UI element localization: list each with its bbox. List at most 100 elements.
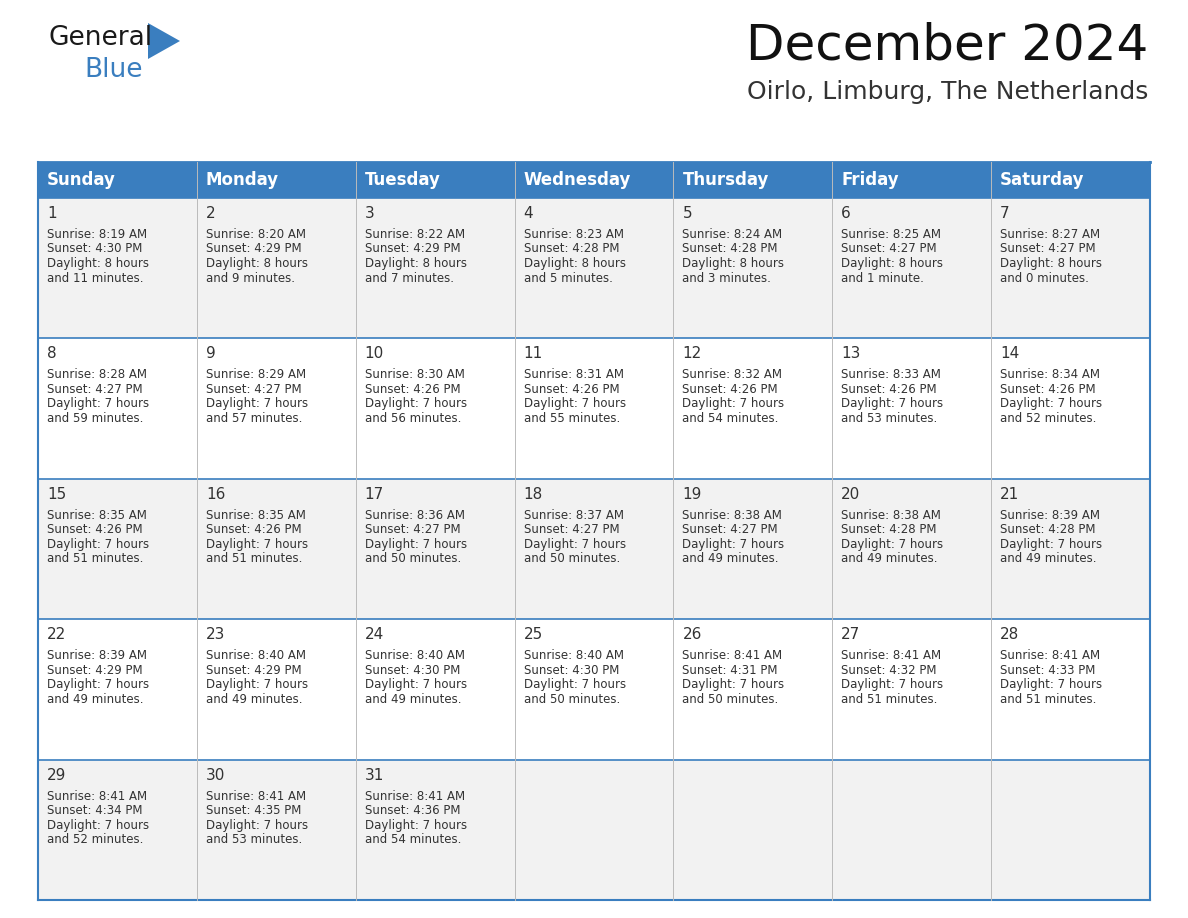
Text: 5: 5 bbox=[682, 206, 693, 221]
Text: and 50 minutes.: and 50 minutes. bbox=[365, 553, 461, 565]
Bar bbox=[355, 198, 514, 339]
Text: and 59 minutes.: and 59 minutes. bbox=[48, 412, 144, 425]
Bar bbox=[38, 620, 197, 759]
Text: 28: 28 bbox=[1000, 627, 1019, 643]
Text: Sunrise: 8:23 AM: Sunrise: 8:23 AM bbox=[524, 228, 624, 241]
Text: Sunrise: 8:25 AM: Sunrise: 8:25 AM bbox=[841, 228, 941, 241]
Text: Sunrise: 8:33 AM: Sunrise: 8:33 AM bbox=[841, 368, 941, 381]
Text: 13: 13 bbox=[841, 346, 860, 362]
Text: Daylight: 7 hours: Daylight: 7 hours bbox=[365, 397, 467, 410]
Bar bbox=[197, 479, 355, 620]
Text: Sunset: 4:28 PM: Sunset: 4:28 PM bbox=[841, 523, 937, 536]
Text: Daylight: 7 hours: Daylight: 7 hours bbox=[524, 538, 626, 551]
Text: Sunrise: 8:32 AM: Sunrise: 8:32 AM bbox=[682, 368, 783, 381]
Text: December 2024: December 2024 bbox=[746, 22, 1148, 70]
Text: 25: 25 bbox=[524, 627, 543, 643]
Bar bbox=[674, 479, 833, 620]
Text: and 49 minutes.: and 49 minutes. bbox=[1000, 553, 1097, 565]
Text: Sunset: 4:29 PM: Sunset: 4:29 PM bbox=[48, 664, 143, 677]
Text: and 49 minutes.: and 49 minutes. bbox=[682, 553, 779, 565]
Text: Sunrise: 8:41 AM: Sunrise: 8:41 AM bbox=[682, 649, 783, 662]
Text: Sunrise: 8:37 AM: Sunrise: 8:37 AM bbox=[524, 509, 624, 521]
Text: 21: 21 bbox=[1000, 487, 1019, 502]
Text: 31: 31 bbox=[365, 767, 384, 783]
Text: 24: 24 bbox=[365, 627, 384, 643]
Text: Sunset: 4:26 PM: Sunset: 4:26 PM bbox=[48, 523, 143, 536]
Text: 27: 27 bbox=[841, 627, 860, 643]
Text: Sunset: 4:26 PM: Sunset: 4:26 PM bbox=[682, 383, 778, 396]
Text: 7: 7 bbox=[1000, 206, 1010, 221]
Text: Sunday: Sunday bbox=[48, 171, 116, 189]
Text: 23: 23 bbox=[206, 627, 226, 643]
Text: and 50 minutes.: and 50 minutes. bbox=[682, 693, 778, 706]
Text: Sunrise: 8:38 AM: Sunrise: 8:38 AM bbox=[682, 509, 783, 521]
Bar bbox=[514, 162, 674, 198]
Bar bbox=[514, 339, 674, 479]
Text: Daylight: 7 hours: Daylight: 7 hours bbox=[365, 538, 467, 551]
Text: Sunset: 4:29 PM: Sunset: 4:29 PM bbox=[206, 664, 302, 677]
Text: Sunset: 4:30 PM: Sunset: 4:30 PM bbox=[524, 664, 619, 677]
Text: 17: 17 bbox=[365, 487, 384, 502]
Text: Sunrise: 8:41 AM: Sunrise: 8:41 AM bbox=[841, 649, 941, 662]
Bar bbox=[197, 162, 355, 198]
Bar bbox=[833, 339, 991, 479]
Text: Sunrise: 8:27 AM: Sunrise: 8:27 AM bbox=[1000, 228, 1100, 241]
Text: Sunset: 4:27 PM: Sunset: 4:27 PM bbox=[841, 242, 937, 255]
Text: Sunset: 4:34 PM: Sunset: 4:34 PM bbox=[48, 804, 143, 817]
Text: Daylight: 7 hours: Daylight: 7 hours bbox=[206, 819, 308, 832]
Text: 6: 6 bbox=[841, 206, 851, 221]
Bar bbox=[514, 479, 674, 620]
Bar bbox=[674, 198, 833, 339]
Text: 19: 19 bbox=[682, 487, 702, 502]
Text: and 1 minute.: and 1 minute. bbox=[841, 272, 924, 285]
Text: 18: 18 bbox=[524, 487, 543, 502]
Text: Daylight: 8 hours: Daylight: 8 hours bbox=[524, 257, 626, 270]
Text: Sunrise: 8:38 AM: Sunrise: 8:38 AM bbox=[841, 509, 941, 521]
Bar bbox=[991, 339, 1150, 479]
Bar bbox=[355, 479, 514, 620]
Text: Sunrise: 8:36 AM: Sunrise: 8:36 AM bbox=[365, 509, 465, 521]
Text: and 53 minutes.: and 53 minutes. bbox=[206, 834, 302, 846]
Text: Daylight: 8 hours: Daylight: 8 hours bbox=[841, 257, 943, 270]
Bar bbox=[38, 620, 1150, 759]
Bar bbox=[991, 620, 1150, 759]
Text: and 3 minutes.: and 3 minutes. bbox=[682, 272, 771, 285]
Bar bbox=[355, 759, 514, 900]
Text: Daylight: 7 hours: Daylight: 7 hours bbox=[524, 397, 626, 410]
Text: Sunset: 4:28 PM: Sunset: 4:28 PM bbox=[524, 242, 619, 255]
Text: Sunset: 4:35 PM: Sunset: 4:35 PM bbox=[206, 804, 302, 817]
Bar bbox=[991, 479, 1150, 620]
Text: Sunset: 4:26 PM: Sunset: 4:26 PM bbox=[524, 383, 619, 396]
Bar bbox=[674, 620, 833, 759]
Text: and 49 minutes.: and 49 minutes. bbox=[206, 693, 303, 706]
Text: Sunset: 4:26 PM: Sunset: 4:26 PM bbox=[365, 383, 460, 396]
Text: Wednesday: Wednesday bbox=[524, 171, 631, 189]
Bar bbox=[514, 620, 674, 759]
Text: Sunset: 4:29 PM: Sunset: 4:29 PM bbox=[206, 242, 302, 255]
Text: Sunset: 4:31 PM: Sunset: 4:31 PM bbox=[682, 664, 778, 677]
Text: Daylight: 7 hours: Daylight: 7 hours bbox=[682, 678, 784, 691]
Text: Sunset: 4:27 PM: Sunset: 4:27 PM bbox=[1000, 242, 1095, 255]
Text: Daylight: 7 hours: Daylight: 7 hours bbox=[48, 819, 150, 832]
Text: 30: 30 bbox=[206, 767, 226, 783]
Text: Sunrise: 8:20 AM: Sunrise: 8:20 AM bbox=[206, 228, 305, 241]
Text: Daylight: 7 hours: Daylight: 7 hours bbox=[48, 538, 150, 551]
Text: 15: 15 bbox=[48, 487, 67, 502]
Text: Daylight: 8 hours: Daylight: 8 hours bbox=[206, 257, 308, 270]
Text: 29: 29 bbox=[48, 767, 67, 783]
Text: Sunrise: 8:41 AM: Sunrise: 8:41 AM bbox=[1000, 649, 1100, 662]
Text: and 9 minutes.: and 9 minutes. bbox=[206, 272, 295, 285]
Text: and 51 minutes.: and 51 minutes. bbox=[206, 553, 302, 565]
Text: Daylight: 7 hours: Daylight: 7 hours bbox=[206, 678, 308, 691]
Text: Daylight: 7 hours: Daylight: 7 hours bbox=[1000, 678, 1102, 691]
Bar bbox=[674, 162, 833, 198]
Text: Daylight: 7 hours: Daylight: 7 hours bbox=[841, 678, 943, 691]
Polygon shape bbox=[148, 23, 181, 59]
Text: 10: 10 bbox=[365, 346, 384, 362]
Text: Daylight: 8 hours: Daylight: 8 hours bbox=[1000, 257, 1102, 270]
Text: Sunset: 4:32 PM: Sunset: 4:32 PM bbox=[841, 664, 937, 677]
Text: 20: 20 bbox=[841, 487, 860, 502]
Text: Sunset: 4:27 PM: Sunset: 4:27 PM bbox=[682, 523, 778, 536]
Text: 26: 26 bbox=[682, 627, 702, 643]
Text: and 52 minutes.: and 52 minutes. bbox=[1000, 412, 1097, 425]
